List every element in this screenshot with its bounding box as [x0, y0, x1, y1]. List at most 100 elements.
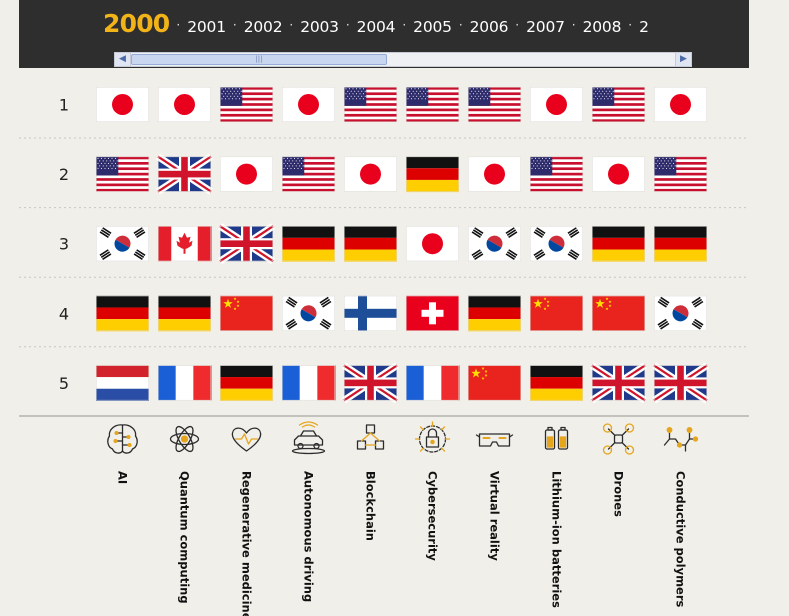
brain-circuit-icon — [107, 424, 138, 454]
flag-usa[interactable] — [406, 87, 459, 122]
blockchain-cubes-icon — [356, 424, 385, 450]
year-2005[interactable]: 2005 — [413, 18, 452, 36]
flag-uk[interactable] — [218, 223, 275, 265]
flag-usa[interactable] — [220, 87, 273, 122]
flag-germany[interactable] — [654, 226, 707, 262]
row-separators — [19, 137, 749, 348]
atom-icon — [169, 425, 200, 453]
flag-china[interactable] — [530, 295, 583, 331]
flag-usa[interactable] — [282, 156, 335, 192]
year-separator: · — [515, 18, 520, 32]
category-icons — [107, 421, 699, 455]
flag-uk[interactable] — [156, 153, 213, 195]
year-separator: · — [402, 18, 407, 32]
header-bar: 2000 · 2001 · 2002 · 2003 · 2004 · 2005 · 2006 · 2007 ·… — [19, 0, 749, 68]
year-2[interactable]: 2 — [639, 18, 649, 36]
category-label: Cybersecurity — [426, 471, 440, 561]
year-separator: · — [458, 18, 463, 32]
flag-usa[interactable] — [530, 156, 583, 192]
flag-japan[interactable] — [654, 87, 707, 122]
polymer-molecule-icon — [663, 427, 699, 452]
flag-south-korea[interactable] — [654, 295, 707, 331]
flag-usa[interactable] — [654, 156, 707, 192]
flag-china[interactable] — [592, 295, 645, 331]
flag-germany[interactable] — [530, 365, 583, 401]
year-separator: · — [289, 18, 294, 32]
flag-germany[interactable] — [468, 295, 521, 332]
flag-germany[interactable] — [158, 295, 211, 332]
rank-labels: 1 2 3 4 5 — [59, 96, 69, 393]
heart-pulse-icon — [231, 427, 262, 452]
flag-uk[interactable] — [342, 362, 399, 404]
vr-goggles-icon — [475, 433, 514, 447]
flag-usa[interactable] — [344, 87, 397, 122]
battery-icon — [544, 426, 569, 450]
rank-label-1: 1 — [59, 96, 69, 115]
scroll-left-button[interactable]: ◀ — [115, 53, 131, 66]
flag-uk[interactable] — [590, 362, 647, 404]
year-separator: · — [628, 18, 633, 32]
rank-label-2: 2 — [59, 165, 69, 184]
category-label: Regenerative medicine — [240, 471, 254, 616]
flag-south-korea[interactable] — [530, 226, 583, 262]
rank-label-5: 5 — [59, 374, 69, 393]
flag-japan[interactable] — [282, 87, 335, 122]
flag-france[interactable] — [158, 365, 212, 401]
flag-france[interactable] — [406, 365, 460, 401]
year-2008[interactable]: 2008 — [582, 18, 622, 36]
scrollbar-thumb[interactable]: ||| — [131, 54, 387, 65]
flag-usa[interactable] — [592, 87, 645, 122]
year-timeline: 2000 · 2001 · 2002 · 2003 · 2004 · 2005 · 2006 · 2007 ·… — [103, 9, 693, 45]
category-label: Autonomous driving — [302, 471, 316, 602]
flag-germany[interactable] — [96, 295, 149, 332]
flag-germany[interactable] — [220, 365, 273, 401]
category-label: Conductive polymers — [674, 471, 688, 608]
flag-japan[interactable] — [468, 156, 521, 192]
year-separator: · — [232, 18, 237, 32]
flag-canada[interactable] — [158, 226, 212, 262]
flag-japan[interactable] — [344, 156, 397, 192]
flag-japan[interactable] — [96, 87, 149, 122]
flag-netherlands[interactable] — [96, 365, 149, 401]
year-2007[interactable]: 2007 — [526, 18, 565, 36]
flag-finland[interactable] — [344, 295, 397, 331]
flag-japan[interactable] — [158, 87, 211, 122]
flag-germany[interactable] — [592, 226, 645, 262]
flag-japan[interactable] — [220, 156, 273, 192]
year-2001[interactable]: 2001 — [187, 18, 226, 36]
year-2000[interactable]: 2000 — [103, 9, 170, 38]
flag-china[interactable] — [220, 295, 273, 331]
flag-germany[interactable] — [406, 156, 459, 193]
year-2004[interactable]: 2004 — [356, 18, 396, 36]
year-2002[interactable]: 2002 — [243, 18, 283, 36]
category-label: Quantum computing — [178, 471, 192, 604]
flag-germany[interactable] — [344, 226, 397, 262]
flag-south-korea[interactable] — [96, 226, 149, 262]
flag-switzerland[interactable] — [406, 295, 459, 331]
flag-japan[interactable] — [592, 156, 645, 192]
category-label: Blockchain — [364, 471, 378, 541]
flag-south-korea[interactable] — [468, 226, 521, 262]
rank-label-3: 3 — [59, 235, 69, 254]
flag-south-korea[interactable] — [282, 295, 335, 331]
drone-icon — [602, 423, 635, 455]
category-label: Virtual reality — [488, 471, 502, 561]
flag-france[interactable] — [282, 365, 336, 401]
year-separator: · — [571, 18, 576, 32]
scroll-right-button[interactable]: ▶ — [675, 53, 691, 66]
category-label: AI — [116, 471, 130, 484]
year-separator: · — [345, 18, 350, 32]
flag-japan[interactable] — [530, 87, 583, 122]
flag-usa[interactable] — [96, 156, 149, 192]
flag-china[interactable] — [468, 365, 521, 401]
category-labels: AI Quantum computing Regenerative medicine… — [116, 471, 688, 616]
flag-uk[interactable] — [652, 362, 709, 404]
year-2006[interactable]: 2006 — [469, 18, 509, 36]
flag-germany[interactable] — [282, 226, 335, 262]
flag-japan[interactable] — [406, 226, 459, 262]
year-2003[interactable]: 2003 — [300, 18, 339, 36]
category-label: Drones — [612, 471, 626, 517]
timeline-scrollbar[interactable]: ◀ ||| ▶ — [114, 52, 692, 67]
flag-usa[interactable] — [468, 87, 521, 122]
